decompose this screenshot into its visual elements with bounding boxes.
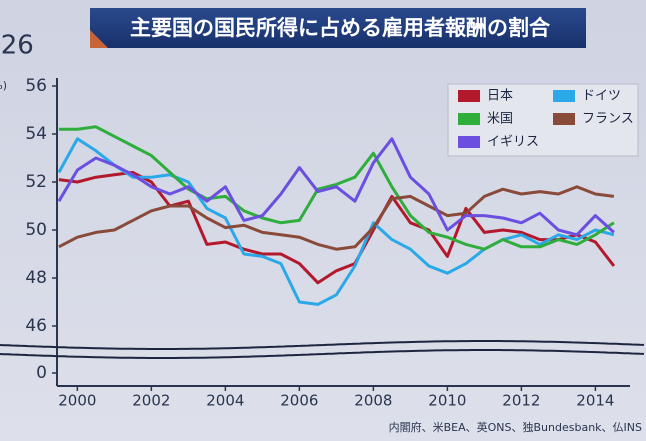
x-tick-label: 2000 <box>58 392 96 410</box>
y-tick-label: 50 <box>25 220 47 240</box>
x-tick-label: 2014 <box>576 392 614 410</box>
legend-swatch <box>458 113 480 125</box>
x-tick-label: 2010 <box>428 392 466 410</box>
x-tick-label: 2012 <box>502 392 540 410</box>
legend-label: 日本 <box>487 89 513 104</box>
legend-label: イギリス <box>487 135 539 150</box>
y-axis-unit: (%) <box>0 79 7 92</box>
clock: :26 <box>0 31 34 61</box>
series-line <box>58 170 616 285</box>
series-line <box>58 125 615 251</box>
legend-swatch <box>553 113 575 125</box>
x-tick-label: 2004 <box>206 392 244 410</box>
legend-label: ドイツ <box>582 89 621 104</box>
series-line <box>57 137 615 306</box>
legend-label: 米国 <box>487 112 513 127</box>
y-tick-label: 54 <box>25 124 47 144</box>
legend-label: フランス <box>582 112 634 127</box>
legend-swatch <box>458 136 480 148</box>
x-tick-label: 2006 <box>280 392 318 410</box>
series-line <box>57 137 615 237</box>
x-tick-label: 2002 <box>132 392 170 410</box>
chart-title: 主要国の国民所得に占める雇用者報酬の割合 <box>130 16 551 40</box>
banner-corner <box>90 30 108 48</box>
y-tick-label: 56 <box>25 76 47 96</box>
y-tick-label: 46 <box>25 316 47 336</box>
axis-break <box>0 349 645 359</box>
title-banner <box>90 8 586 48</box>
x-tick-label: 2008 <box>354 392 392 410</box>
y-tick-label: 48 <box>25 268 47 288</box>
series-line <box>58 185 615 251</box>
axis-break <box>0 340 645 350</box>
y-tick-label: 0 <box>36 363 47 383</box>
source-note: 内閣府、米BEA、英ONS、独Bundesbank、仏INS <box>389 420 642 434</box>
legend-swatch <box>553 90 575 102</box>
y-tick-label: 52 <box>25 172 47 192</box>
legend-swatch <box>458 90 480 102</box>
